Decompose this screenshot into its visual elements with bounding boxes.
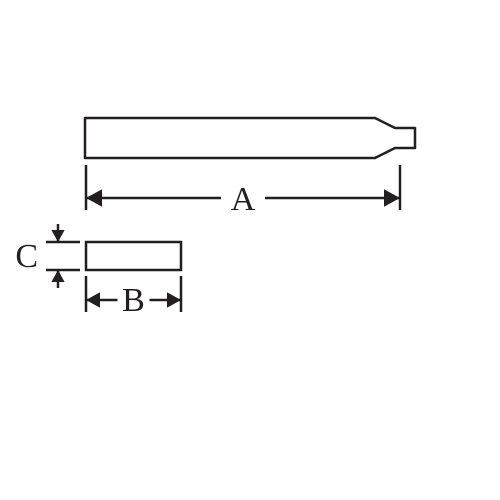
dim-c-label: C (15, 238, 38, 275)
background (0, 0, 500, 500)
dim-b-label: B (122, 282, 145, 319)
dim-a-label: A (231, 181, 256, 218)
